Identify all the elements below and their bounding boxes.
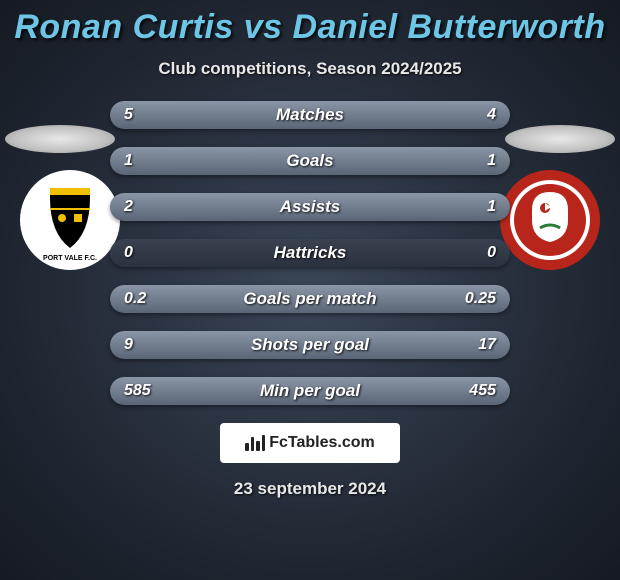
stat-row: 11Goals — [110, 147, 510, 175]
crest-left: PORT VALE F.C. — [20, 170, 120, 270]
stats-container: 54Matches 11Goals 21Assists 00Hattricks 0.20… — [110, 101, 510, 405]
crest-right — [500, 170, 600, 270]
subtitle: Club competitions, Season 2024/2025 — [0, 59, 620, 79]
bar-chart-icon — [245, 435, 265, 451]
stat-row: 585455Min per goal — [110, 377, 510, 405]
right-ellipse-shadow — [505, 125, 615, 153]
stat-label: Goals per match — [110, 285, 510, 313]
page-title: Ronan Curtis vs Daniel Butterworth — [0, 0, 620, 47]
stat-label: Min per goal — [110, 377, 510, 405]
stat-row: 54Matches — [110, 101, 510, 129]
stat-row: 917Shots per goal — [110, 331, 510, 359]
fctables-label: FcTables.com — [269, 434, 375, 452]
stat-row: 00Hattricks — [110, 239, 510, 267]
stat-label: Matches — [110, 101, 510, 129]
stat-label: Assists — [110, 193, 510, 221]
stat-row: 0.20.25Goals per match — [110, 285, 510, 313]
left-ellipse-shadow — [5, 125, 115, 153]
fctables-badge: FcTables.com — [220, 423, 400, 463]
date-label: 23 september 2024 — [0, 479, 620, 499]
stat-row: 21Assists — [110, 193, 510, 221]
stat-label: Hattricks — [110, 239, 510, 267]
stat-label: Goals — [110, 147, 510, 175]
svg-text:PORT VALE F.C.: PORT VALE F.C. — [43, 255, 97, 262]
stat-label: Shots per goal — [110, 331, 510, 359]
